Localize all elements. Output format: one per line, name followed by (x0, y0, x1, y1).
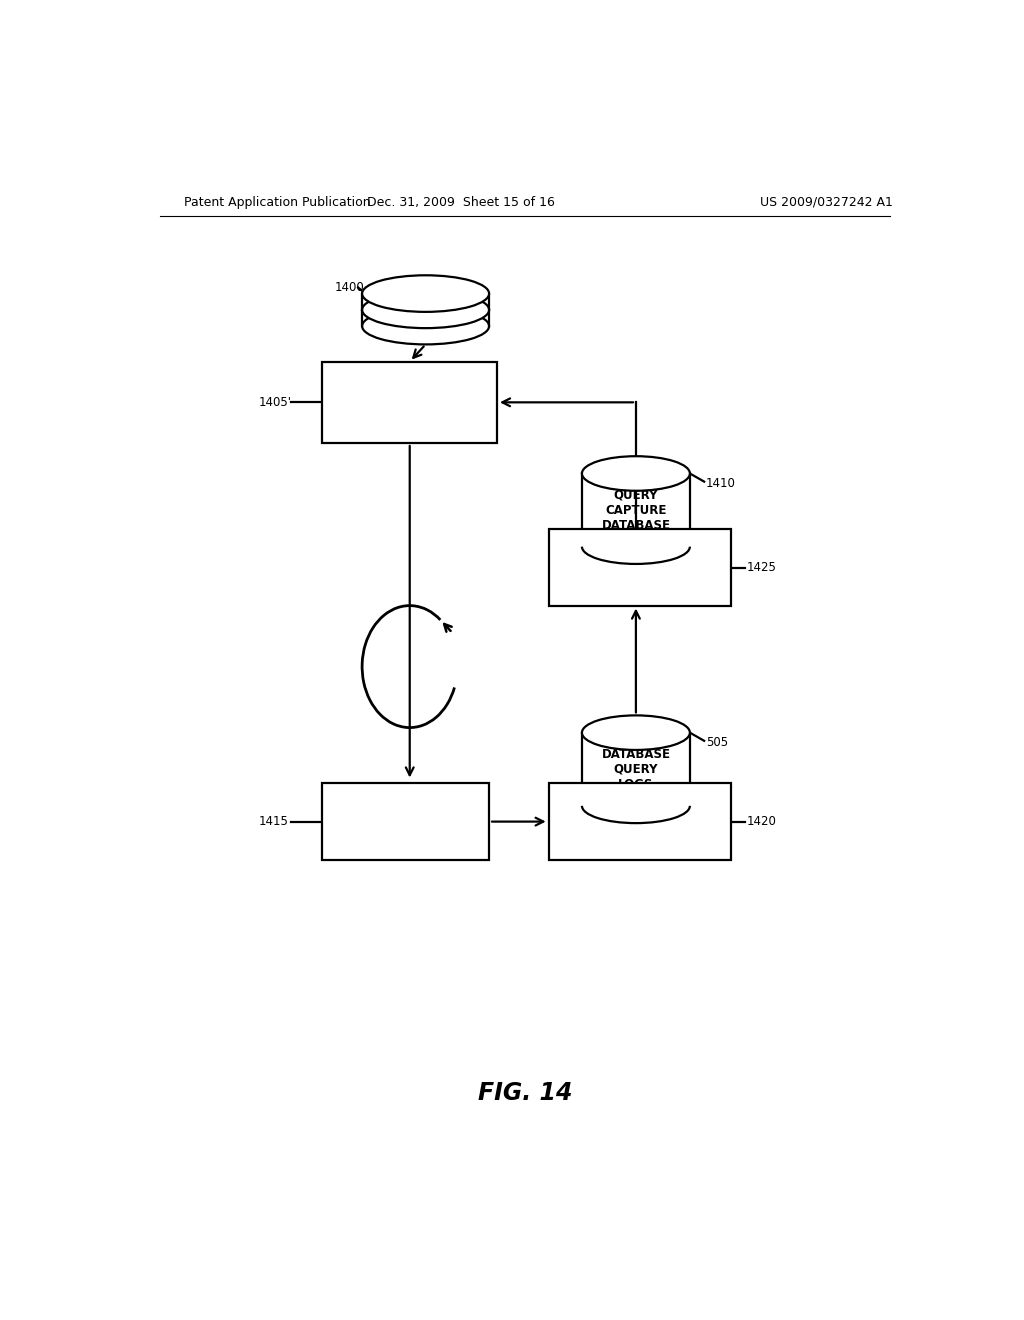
Text: Patent Application Publication: Patent Application Publication (183, 195, 371, 209)
Ellipse shape (362, 308, 489, 345)
Text: 1410: 1410 (706, 477, 735, 490)
Text: 505: 505 (706, 737, 728, 750)
Bar (323, 362, 497, 444)
Bar (362, 293, 489, 310)
Text: PLAN
PREPARATION: PLAN PREPARATION (364, 388, 456, 416)
Text: 1400: 1400 (334, 281, 365, 294)
Bar (362, 310, 489, 326)
Text: FIG. 14: FIG. 14 (477, 1081, 572, 1105)
Ellipse shape (582, 715, 690, 750)
Bar (323, 784, 489, 859)
Ellipse shape (362, 292, 489, 329)
Bar (549, 529, 731, 606)
Text: COST
REPORTING: COST REPORTING (601, 808, 678, 836)
Bar (549, 784, 731, 859)
Text: 1405': 1405' (259, 396, 292, 409)
Ellipse shape (362, 276, 489, 312)
Text: 1425: 1425 (748, 561, 777, 574)
Text: QUERY
CAPTURE
DATABASE: QUERY CAPTURE DATABASE (601, 488, 671, 532)
Text: PLAN
PROCESSOR: PLAN PROCESSOR (366, 808, 445, 836)
Text: Dec. 31, 2009  Sheet 15 of 16: Dec. 31, 2009 Sheet 15 of 16 (368, 195, 555, 209)
Text: US 2009/0327242 A1: US 2009/0327242 A1 (760, 195, 893, 209)
Text: QUERY: QUERY (403, 304, 447, 317)
Bar (582, 733, 690, 805)
Text: WORKLOAD
ANALYSIS: WORKLOAD ANALYSIS (601, 553, 678, 582)
Text: 1415: 1415 (259, 816, 289, 828)
Ellipse shape (582, 457, 690, 491)
Text: DATABASE
QUERY
LOGS: DATABASE QUERY LOGS (601, 747, 671, 791)
Text: 1420: 1420 (748, 816, 777, 828)
Bar (582, 474, 690, 546)
